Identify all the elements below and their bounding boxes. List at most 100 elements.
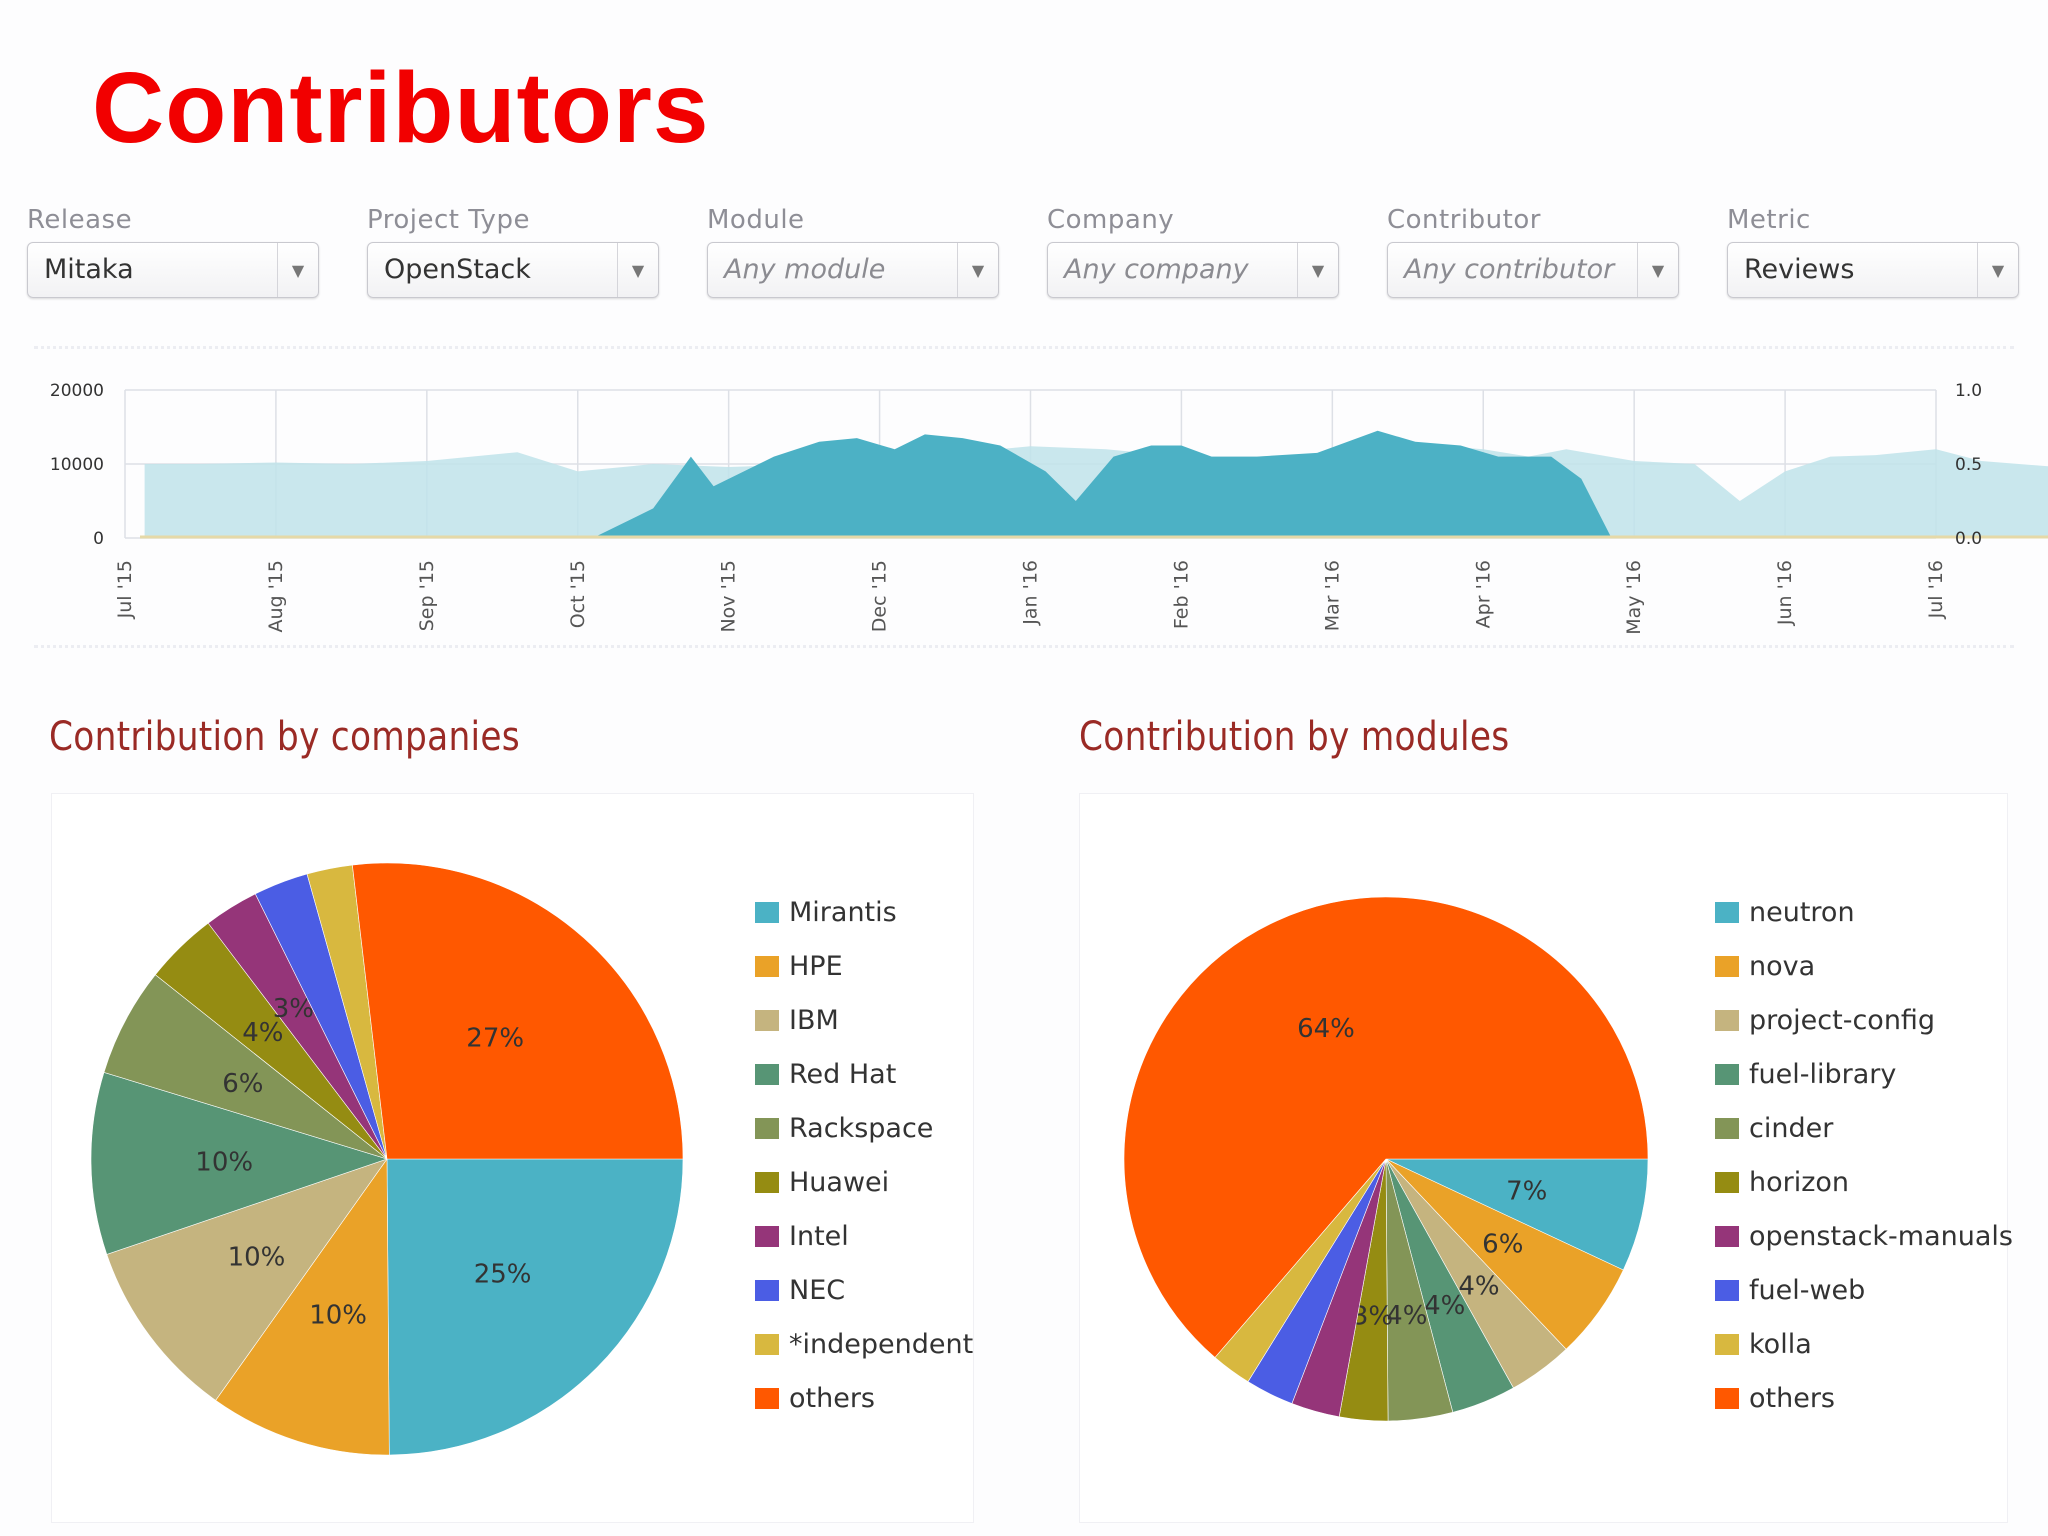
page-title: Contributors [92, 52, 710, 164]
x-tick-label: Jul '15 [114, 560, 136, 619]
companies-slice-red-hat [90, 1072, 388, 1255]
divider [34, 346, 2014, 349]
x-tick-label: May '16 [1623, 560, 1645, 635]
modules-legend-item[interactable]: fuel-web [1715, 1263, 2013, 1317]
project-type-filter: Project Type OpenStack ▼ [367, 204, 659, 298]
modules-pie-chart: 7%6%4%4%4%3%64% [1123, 896, 1649, 1422]
y-right-tick-label: 0.0 [1955, 529, 1982, 549]
legend-swatch [755, 1063, 779, 1085]
legend-label: openstack-manuals [1749, 1220, 2013, 1252]
legend-swatch [755, 1387, 779, 1409]
metric-label: Metric [1727, 205, 1811, 235]
legend-label: HPE [789, 950, 843, 982]
legend-label: others [789, 1382, 875, 1414]
companies-slice-label: 27% [466, 1023, 524, 1053]
companies-slice-label: 3% [273, 994, 314, 1024]
companies-panel: 25% 10% 10% 10% 6% 4% 3% 27% Mirantis HPE IBM Red … [51, 793, 974, 1523]
legend-swatch [755, 1171, 779, 1193]
y-right-tick-label: 0.5 [1955, 455, 1982, 475]
modules-slice-label: 64% [1297, 1014, 1355, 1044]
x-tick-label: Jun '16 [1774, 560, 1796, 626]
companies-legend-item[interactable]: HPE [755, 939, 973, 993]
companies-slice-label: 10% [228, 1242, 286, 1272]
companies-legend-item[interactable]: Huawei [755, 1155, 973, 1209]
legend-label: *independent [789, 1328, 974, 1360]
legend-swatch [1715, 1333, 1739, 1355]
companies-legend-item[interactable]: others [755, 1371, 973, 1425]
chevron-down-icon[interactable]: ▼ [277, 243, 318, 297]
y-right-tick-label: 1.0 [1955, 381, 1982, 401]
y-left-tick-label: 20000 [50, 381, 104, 401]
module-select-placeholder: Any module [724, 254, 886, 285]
release-label: Release [27, 205, 133, 235]
y-left-tick-label: 0 [93, 529, 104, 549]
x-tick-label: Jul '16 [1925, 560, 1947, 619]
company-filter: Company Any company ▼ [1047, 204, 1339, 298]
x-tick-label: Oct '15 [567, 560, 589, 628]
chevron-down-icon[interactable]: ▼ [1297, 243, 1338, 297]
modules-legend-item[interactable]: others [1715, 1371, 2013, 1425]
chevron-down-icon[interactable]: ▼ [957, 243, 998, 297]
modules-legend-item[interactable]: neutron [1715, 885, 2013, 939]
companies-legend-item[interactable]: NEC [755, 1263, 973, 1317]
companies-legend-item[interactable]: Mirantis [755, 885, 973, 939]
release-select[interactable]: Mitaka ▼ [27, 242, 319, 298]
modules-legend-item[interactable]: cinder [1715, 1101, 2013, 1155]
modules-slice-label: 7% [1506, 1176, 1547, 1206]
legend-swatch [1715, 955, 1739, 977]
legend-swatch [1715, 1117, 1739, 1139]
companies-legend-item[interactable]: *independent [755, 1317, 973, 1371]
x-tick-label: Aug '15 [265, 560, 287, 633]
chevron-down-icon[interactable]: ▼ [1977, 243, 2018, 297]
modules-legend-item[interactable]: nova [1715, 939, 2013, 993]
companies-legend-item[interactable]: Intel [755, 1209, 973, 1263]
modules-slice-label: 6% [1482, 1229, 1523, 1259]
companies-legend-item[interactable]: Red Hat [755, 1047, 973, 1101]
legend-swatch [1715, 1063, 1739, 1085]
legend-label: cinder [1749, 1112, 1834, 1144]
contributor-select[interactable]: Any contributor ▼ [1387, 242, 1679, 298]
legend-label: Mirantis [789, 896, 897, 928]
legend-swatch [755, 1009, 779, 1031]
modules-slice-label: 4% [1458, 1272, 1499, 1302]
legend-swatch [1715, 901, 1739, 923]
legend-swatch [755, 1117, 779, 1139]
module-label: Module [707, 205, 805, 235]
legend-swatch [755, 1279, 779, 1301]
modules-slice-label: 4% [1424, 1291, 1465, 1321]
modules-legend-item[interactable]: openstack-manuals [1715, 1209, 2013, 1263]
module-select[interactable]: Any module ▼ [707, 242, 999, 298]
modules-legend-item[interactable]: horizon [1715, 1155, 2013, 1209]
chevron-down-icon[interactable]: ▼ [1637, 243, 1678, 297]
modules-legend-item[interactable]: project-config [1715, 993, 2013, 1047]
modules-panel: 7% 6% 4% 4% 4% 3% 64% neutron nova project-confi… [1079, 793, 2013, 1523]
companies-legend-item[interactable]: IBM [755, 993, 973, 1047]
chevron-down-icon[interactable]: ▼ [617, 243, 658, 297]
modules-legend-item[interactable]: kolla [1715, 1317, 2013, 1371]
company-label: Company [1047, 205, 1175, 235]
legend-swatch [1715, 1279, 1739, 1301]
companies-slice-hpe [215, 1158, 390, 1456]
companies-legend: Mirantis HPE IBM Red Hat Rackspace Huawei Inte… [755, 885, 973, 1425]
modules-slice-others [1123, 896, 1649, 1358]
x-tick-label: Apr '16 [1472, 560, 1494, 628]
companies-slice-mirantis [386, 1158, 684, 1456]
companies-legend-item[interactable]: Rackspace [755, 1101, 973, 1155]
project-type-select[interactable]: OpenStack ▼ [367, 242, 659, 298]
legend-swatch [755, 1225, 779, 1247]
companies-slice-others [352, 862, 684, 1160]
legend-label: kolla [1749, 1328, 1812, 1360]
module-filter: Module Any module ▼ [707, 204, 999, 298]
modules-legend-item[interactable]: fuel-library [1715, 1047, 2013, 1101]
x-tick-label: Sep '15 [416, 560, 438, 631]
legend-swatch [755, 955, 779, 977]
legend-swatch [1715, 1171, 1739, 1193]
legend-swatch [755, 1333, 779, 1355]
metric-select[interactable]: Reviews ▼ [1727, 242, 2019, 298]
company-select[interactable]: Any company ▼ [1047, 242, 1339, 298]
modules-slice-neutron [1385, 1158, 1649, 1271]
legend-swatch [1715, 1387, 1739, 1409]
x-tick-label: Feb '16 [1170, 560, 1192, 629]
companies-slice-label: 10% [195, 1148, 253, 1178]
company-select-placeholder: Any company [1064, 254, 1249, 285]
